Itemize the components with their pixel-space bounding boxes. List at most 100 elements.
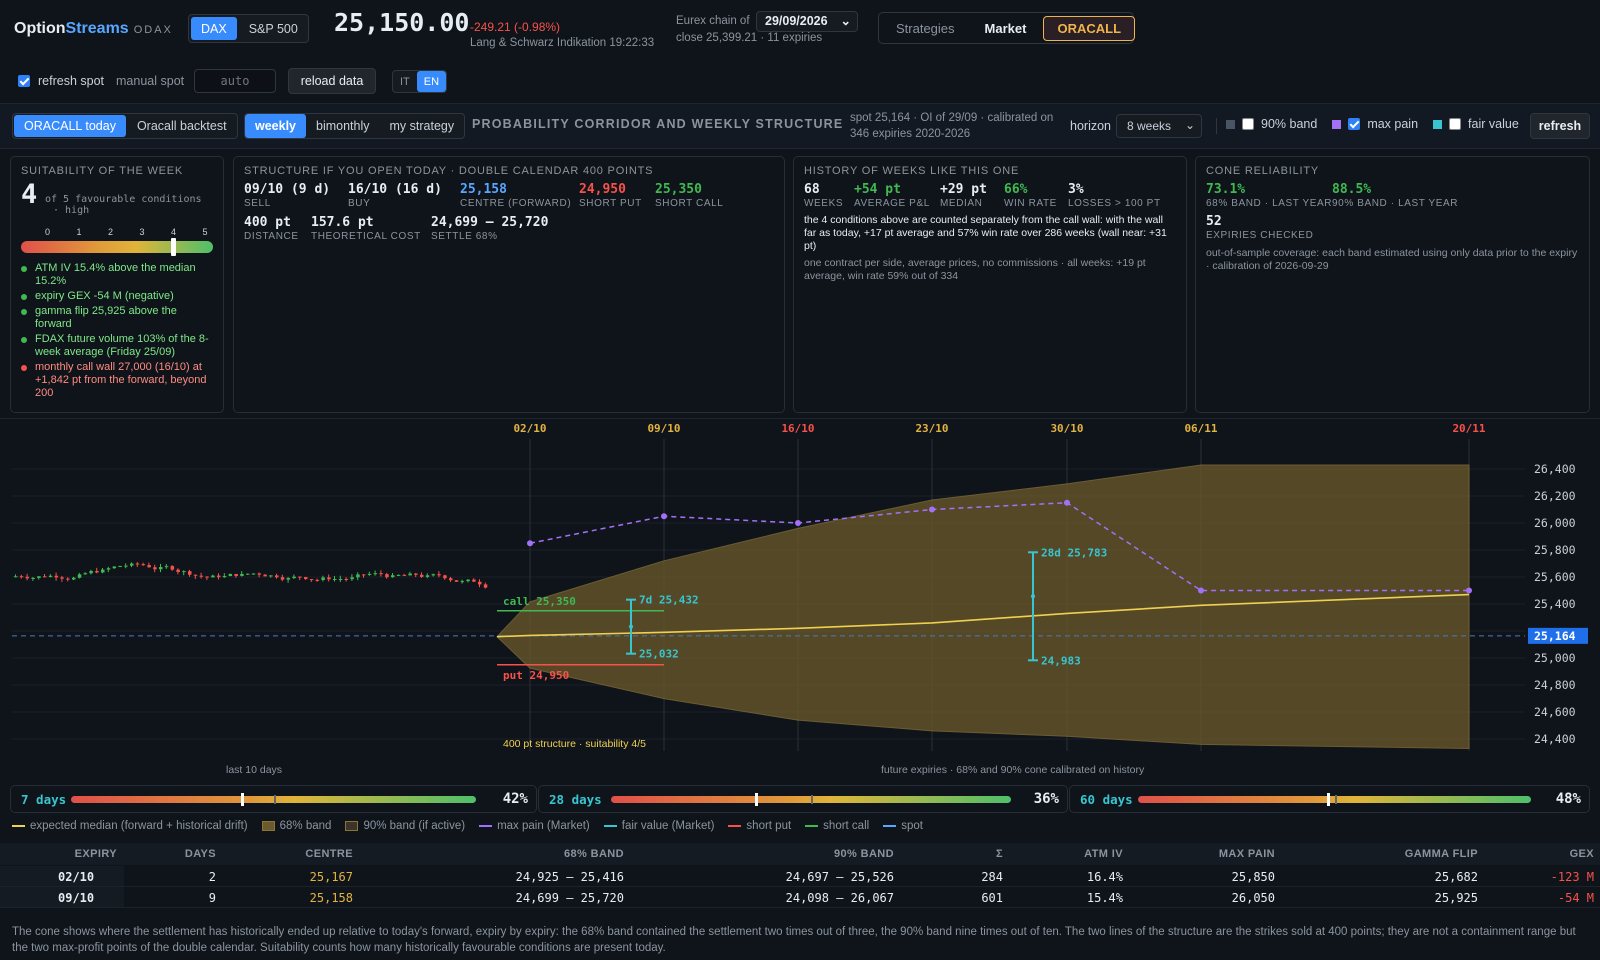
fair-range-bottom-label: 25,032 (639, 648, 679, 661)
candle-body (83, 573, 88, 575)
legend-label: spot (901, 820, 923, 832)
column-header[interactable]: 90% BAND (833, 848, 894, 860)
legend-item: expected median (forward + historical dr… (12, 820, 248, 832)
divider (1216, 118, 1217, 134)
manual-spot-input[interactable]: auto (194, 69, 276, 93)
column-header[interactable]: Σ (995, 848, 1003, 860)
table-row[interactable]: 09/10 9 25,158 24,699 — 25,720 24,098 — 26,0… (0, 887, 1600, 908)
candle-body (478, 581, 482, 585)
candle-body (106, 568, 111, 570)
centre-label: CENTRE (FORWARD) (460, 198, 572, 209)
candle-body (19, 576, 24, 578)
tab-sp500[interactable]: S&P 500 (239, 15, 308, 42)
score-caption: of 5 favourable conditions (45, 194, 202, 205)
chart-legend: expected median (forward + historical dr… (12, 820, 923, 832)
mode-backtest[interactable]: Oracall backtest (127, 114, 237, 138)
mode-today[interactable]: ORACALL today (14, 115, 126, 137)
candle-body (286, 578, 291, 580)
y-tick-label: 26,400 (1534, 462, 1576, 476)
status-dot (21, 294, 27, 300)
refresh-button[interactable]: refresh (1530, 113, 1590, 139)
nav-oracall[interactable]: ORACALL (1043, 15, 1136, 41)
candle-body (246, 573, 250, 575)
y-tick-label: 25,600 (1534, 570, 1576, 584)
candle-body (31, 577, 35, 579)
column-header[interactable]: MAX PAIN (1218, 848, 1275, 860)
candle-body (48, 575, 53, 577)
candle-body (454, 580, 459, 582)
manual-spot-label: manual spot (116, 74, 185, 88)
expiries-checked-value: 52 (1206, 214, 1222, 229)
column-header[interactable]: EXPIRY (74, 848, 117, 860)
candle-body (472, 579, 476, 582)
band90-checkbox[interactable] (1242, 118, 1254, 130)
gauge-median-tick (273, 795, 276, 804)
candle-body (95, 570, 99, 573)
fairvalue-checkbox[interactable] (1449, 118, 1462, 130)
structure-card: STRUCTURE IF YOU OPEN TODAY · DOUBLE CAL… (233, 156, 785, 413)
candle-body (309, 579, 314, 581)
reload-data-button[interactable]: reload data (288, 68, 376, 94)
quote-source: Lang & Schwarz Indikation 19:22:33 (470, 37, 655, 49)
spot-tag-label: 25,164 (1534, 629, 1576, 643)
score-marker (171, 238, 176, 256)
gauge-percent: 36% (1033, 791, 1059, 807)
expiry-label: 16/10 (781, 422, 814, 435)
chain-date-select[interactable]: 29/09/2026 ⌄ (756, 11, 858, 32)
candle-body (443, 575, 447, 579)
column-header[interactable]: ATM IV (1084, 848, 1123, 860)
lang-en[interactable]: EN (416, 71, 447, 92)
tab-dax[interactable]: DAX (191, 17, 237, 40)
candle-body (130, 563, 134, 566)
history-caption: last 10 days (226, 764, 282, 776)
scale-tick: 5 (202, 227, 208, 237)
legend-swatch (805, 825, 819, 827)
gauge-percent: 48% (1555, 791, 1581, 807)
column-header[interactable]: GEX (1569, 848, 1594, 860)
refresh-spot-checkbox[interactable] (18, 75, 30, 87)
candle-body (350, 577, 354, 580)
candle-body (367, 573, 372, 575)
legend-swatch (261, 821, 275, 831)
column-header[interactable]: CENTRE (305, 848, 353, 860)
band68-label: 68% BAND · LAST YEAR (1206, 198, 1333, 209)
condition-text: FDAX future volume 103% of the 8-week av… (35, 333, 209, 358)
distance-value: 400 pt (244, 215, 291, 230)
expiry-label: 06/11 (1184, 422, 1217, 435)
table-cell: 2 (208, 870, 216, 884)
candle-body (77, 574, 82, 578)
column-header[interactable]: 68% BAND (563, 848, 624, 860)
gauge-bar (1138, 793, 1531, 806)
suitability-score: 4 (21, 179, 38, 210)
legend-swatch (479, 825, 493, 827)
candle-body (269, 575, 273, 577)
column-header[interactable]: DAYS (184, 848, 216, 860)
candle-body (356, 574, 360, 578)
y-tick-label: 24,600 (1534, 705, 1576, 719)
period-bimonthly[interactable]: bimonthly (306, 114, 380, 138)
period-my-strategy[interactable]: my strategy (380, 114, 465, 138)
gauge-label: 60 days (1080, 792, 1133, 807)
period-weekly[interactable]: weekly (245, 114, 307, 138)
candle-body (449, 578, 453, 581)
condition-text: ATM IV 15.4% above the median 15.2% (35, 262, 196, 287)
maxpain-checkbox[interactable] (1348, 118, 1361, 130)
section-title: PROBABILITY CORRIDOR AND WEEKLY STRUCTUR… (472, 117, 844, 131)
table-cell: 16.4% (1086, 870, 1123, 884)
candle-body (379, 573, 383, 575)
column-header[interactable]: GAMMA FLIP (1404, 848, 1478, 860)
nav-strategies[interactable]: Strategies (883, 17, 968, 40)
table-row[interactable]: 02/10 2 25,167 24,925 — 25,416 24,697 — 25,5… (0, 866, 1600, 887)
horizon-label: horizon (1070, 119, 1111, 133)
chevron-down-icon: ⌄ (1184, 118, 1195, 132)
nav-market[interactable]: Market (972, 17, 1040, 40)
band90-label: 90% band (1261, 117, 1318, 131)
horizon-select[interactable]: 8 weeks ⌄ (1116, 114, 1202, 138)
candle-body (199, 575, 204, 577)
candle-body (176, 569, 180, 572)
gauge-marker (755, 793, 758, 806)
candle-body (188, 571, 192, 575)
legend-item: fair value (Market) (603, 820, 714, 832)
lang-it[interactable]: IT (393, 71, 417, 92)
candle-body (263, 574, 267, 577)
